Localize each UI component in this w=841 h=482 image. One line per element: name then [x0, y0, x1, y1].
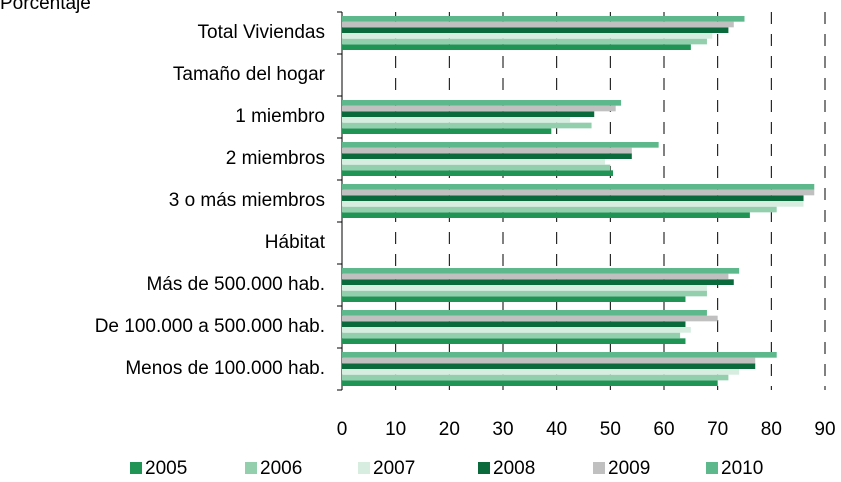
bar: [342, 105, 616, 112]
x-tick-label: 70: [707, 419, 728, 440]
x-tick-label: 90: [814, 419, 835, 440]
y-tick-label: Tamaño del hogar: [173, 64, 326, 85]
bar: [342, 164, 611, 171]
bar: [342, 44, 691, 50]
bar: [342, 357, 756, 364]
bar: [342, 296, 686, 302]
bar: [342, 189, 815, 196]
legend-swatch: [706, 462, 718, 474]
x-tick-label: 0: [337, 419, 348, 440]
bar: [342, 100, 622, 106]
y-tick-label: 2 miembros: [226, 148, 325, 169]
bar: [342, 380, 718, 386]
y-tick-label: Menos de 100.000 hab.: [125, 358, 325, 379]
bar: [342, 142, 659, 148]
x-tick-label: 40: [546, 419, 567, 440]
bar: [342, 374, 729, 381]
bar: [342, 147, 632, 154]
bar: [342, 38, 707, 45]
bar: [342, 212, 750, 218]
bar: [342, 184, 815, 190]
bar: [342, 16, 745, 22]
bar: [342, 170, 614, 176]
bar: [342, 111, 595, 117]
bar: [342, 273, 729, 280]
bar: [342, 117, 571, 123]
bar: [342, 128, 552, 134]
bar: [342, 122, 592, 129]
bar: [342, 321, 686, 327]
bar: [342, 33, 713, 39]
bar: [342, 159, 605, 165]
bar: [342, 27, 729, 33]
x-tick-label: 50: [600, 419, 621, 440]
legend-swatch: [245, 462, 257, 474]
bar: [342, 268, 740, 274]
bar: [342, 310, 707, 316]
legend-swatch: [478, 462, 490, 474]
bar: [342, 201, 804, 207]
y-tick-label: 3 o más miembros: [169, 190, 325, 211]
axis-title: Porcentaje: [0, 0, 91, 14]
bar: [342, 153, 632, 159]
bar: [342, 338, 686, 344]
bar: [342, 285, 707, 291]
legend-swatch: [130, 462, 142, 474]
bar: [342, 332, 681, 339]
y-tick-label: 1 miembro: [235, 106, 325, 127]
y-tick-label: Total Viviendas: [198, 22, 325, 43]
legend-swatch: [593, 462, 605, 474]
x-tick-label: 30: [492, 419, 513, 440]
x-tick-label: 10: [385, 419, 406, 440]
bar: [342, 352, 777, 358]
y-tick-label: Hábitat: [265, 232, 326, 253]
bar: [342, 315, 718, 322]
bar: [342, 290, 707, 297]
x-tick-label: 20: [439, 419, 460, 440]
y-tick-label: Más de 500.000 hab.: [146, 274, 325, 295]
y-tick-label: De 100.000 a 500.000 hab.: [95, 316, 325, 337]
legend-label: 2005: [145, 458, 187, 479]
x-tick-label: 60: [653, 419, 674, 440]
bar: [342, 206, 777, 213]
legend-label: 2007: [373, 458, 415, 479]
bar: [342, 369, 740, 375]
bar: [342, 327, 691, 333]
bar: [342, 195, 804, 201]
bar: [342, 279, 734, 285]
legend-swatch: [358, 462, 370, 474]
legend-label: 2009: [608, 458, 650, 479]
bar: [342, 21, 734, 28]
x-tick-label: 80: [761, 419, 782, 440]
legend-label: 2008: [493, 458, 535, 479]
legend-label: 2010: [721, 458, 763, 479]
bar: [342, 363, 756, 369]
legend-label: 2006: [260, 458, 302, 479]
